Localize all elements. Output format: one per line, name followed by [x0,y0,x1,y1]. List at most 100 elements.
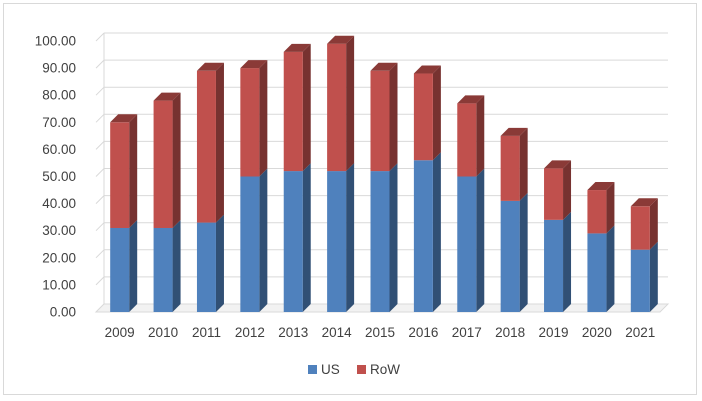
bar-side [172,92,181,228]
chart-frame: 0.00 10.00 20.00 30.00 40.00 50.00 60.00 70.00 8… [3,3,697,395]
bar-front [457,103,477,177]
bar-us-2014 [327,163,355,312]
bar-top [370,62,398,71]
gridline-depth [95,113,105,123]
bar-side [606,182,615,234]
bar-front [110,122,130,228]
bar-front [283,171,303,312]
bar-row-2018 [500,127,528,201]
y-tick-label: 50.00 [42,169,76,184]
bar-top [500,127,528,136]
bar-side [606,225,615,312]
bar-us-2021 [630,241,658,312]
bar-side [215,62,224,223]
bar-row-2014 [327,35,355,172]
bar-us-2012 [240,168,268,312]
bars [110,35,658,312]
bar-row-2013 [283,43,311,172]
legend-swatch [357,365,366,374]
y-tick-label: 40.00 [42,196,76,211]
bar-top [153,92,181,101]
bar-front [544,219,564,312]
bar-side [649,198,658,250]
bar-side [563,160,572,220]
bar-front [110,227,130,312]
x-tick-label: 2014 [322,325,353,340]
bar-row-2016 [413,65,441,161]
x-tick-label: 2009 [105,325,135,340]
legend: US RoW [308,362,400,377]
bar-front [153,227,173,312]
bar-front [544,168,564,220]
bar-us-2015 [370,163,398,312]
bar-top [327,35,355,44]
bar-side [259,60,268,177]
gridline-depth [95,222,105,232]
bar-front [153,100,173,228]
bar-front [327,43,347,172]
bar-us-2018 [500,192,528,312]
bar-top [196,62,224,71]
gridline-depth [95,249,105,259]
bar-side [432,152,441,312]
bar-side [476,95,485,177]
bar-front [327,171,347,312]
x-tick-label: 2015 [365,325,395,340]
y-tick-label: 60.00 [42,142,76,157]
x-tick-label: 2018 [495,325,525,340]
bar-front [240,68,260,177]
bar-front [457,176,477,312]
x-tick-label: 2011 [192,325,221,340]
bar-row-2019 [544,160,572,220]
bar-top [457,95,485,104]
y-tick-labels: 0.00 10.00 20.00 30.00 40.00 50.00 60.00 70.00 8… [35,34,76,320]
bar-front [500,200,520,312]
bar-side [389,62,398,172]
bar-us-2011 [196,214,224,312]
bar-side [389,163,398,312]
bar-top [544,160,572,169]
gridline-depth [95,32,105,42]
y-tick-label: 70.00 [42,115,76,130]
y-tick-label: 80.00 [42,88,76,103]
bar-front [240,176,260,312]
legend-label: US [321,362,340,377]
bar-side [519,192,528,312]
x-tick-label: 2020 [582,325,612,340]
y-tick-label: 100.00 [35,34,76,49]
x-tick-label: 2017 [452,325,482,340]
legend-item-row: RoW [357,362,400,377]
x-tick-label: 2021 [625,325,655,340]
bar-side [432,65,441,161]
legend-item-us: US [308,362,340,377]
bar-side [302,163,311,312]
bar-front [587,190,607,234]
bar-front [630,249,650,312]
gridline-depth [95,86,105,96]
bar-side [302,43,311,172]
bar-top [630,198,658,207]
x-tick-label: 2016 [408,325,438,340]
bar-side [346,35,355,172]
bar-us-2017 [457,168,485,312]
y-tick-label: 10.00 [42,277,76,292]
bar-side [172,219,181,312]
bar-side [129,219,138,312]
bar-row-2011 [196,62,224,223]
bar-row-2021 [630,198,658,250]
bar-row-2012 [240,60,268,177]
x-tick-labels: 2009 2010 2011 2012 2013 2014 2015 2016 2017 2018… [105,325,656,340]
gridline-depth [95,141,105,150]
bar-side [649,241,658,312]
bar-front [370,171,390,312]
bar-side [519,127,528,201]
bar-front [370,70,390,172]
bar-front [413,73,433,161]
bar-row-2009 [110,114,138,228]
legend-swatch [308,365,317,374]
bar-us-2009 [110,219,138,312]
bar-top [283,43,311,52]
bar-row-2015 [370,62,398,172]
bar-us-2019 [544,211,572,312]
x-tick-label: 2019 [539,325,569,340]
